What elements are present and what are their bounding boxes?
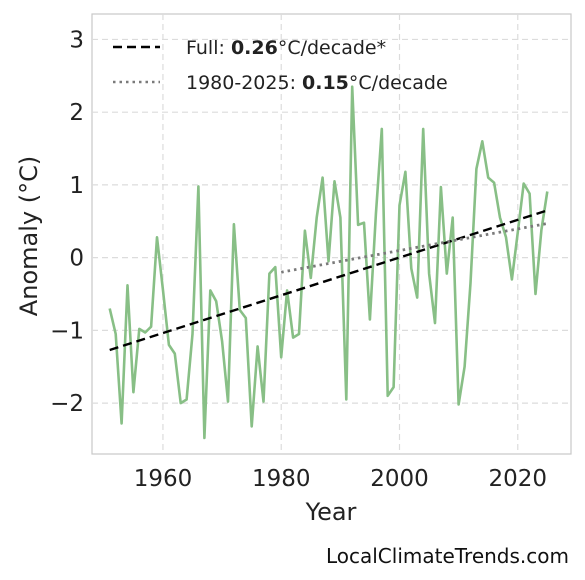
tick-labels: 1960 1980 2000 2020 3 2 1 0 −1 −2 <box>50 27 547 492</box>
y-axis-title: Anomaly (°C) <box>15 156 43 316</box>
y-tick-label: −1 <box>50 318 84 344</box>
full-trend-line <box>109 209 548 352</box>
y-tick-label: 1 <box>69 173 84 199</box>
x-tick-label: 1980 <box>252 466 311 492</box>
series-layer <box>108 85 549 440</box>
y-tick-label: 3 <box>69 27 84 53</box>
y-tick-label: 0 <box>69 246 84 272</box>
x-tick-label: 2020 <box>489 466 548 492</box>
source-credit: LocalClimateTrends.com <box>325 544 569 568</box>
legend-recent-label: 1980-2025: 0.15°C/decade <box>186 72 448 94</box>
y-tick-label: 2 <box>69 100 84 126</box>
anomaly-series-line <box>108 85 549 440</box>
legend: Full: 0.26°C/decade* 1980-2025: 0.15°C/d… <box>113 37 448 94</box>
legend-full-label: Full: 0.26°C/decade* <box>186 37 386 59</box>
y-tick-label: −2 <box>50 391 84 417</box>
x-axis-title: Year <box>305 498 357 526</box>
x-tick-label: 2000 <box>370 466 429 492</box>
x-tick-label: 1960 <box>134 466 193 492</box>
